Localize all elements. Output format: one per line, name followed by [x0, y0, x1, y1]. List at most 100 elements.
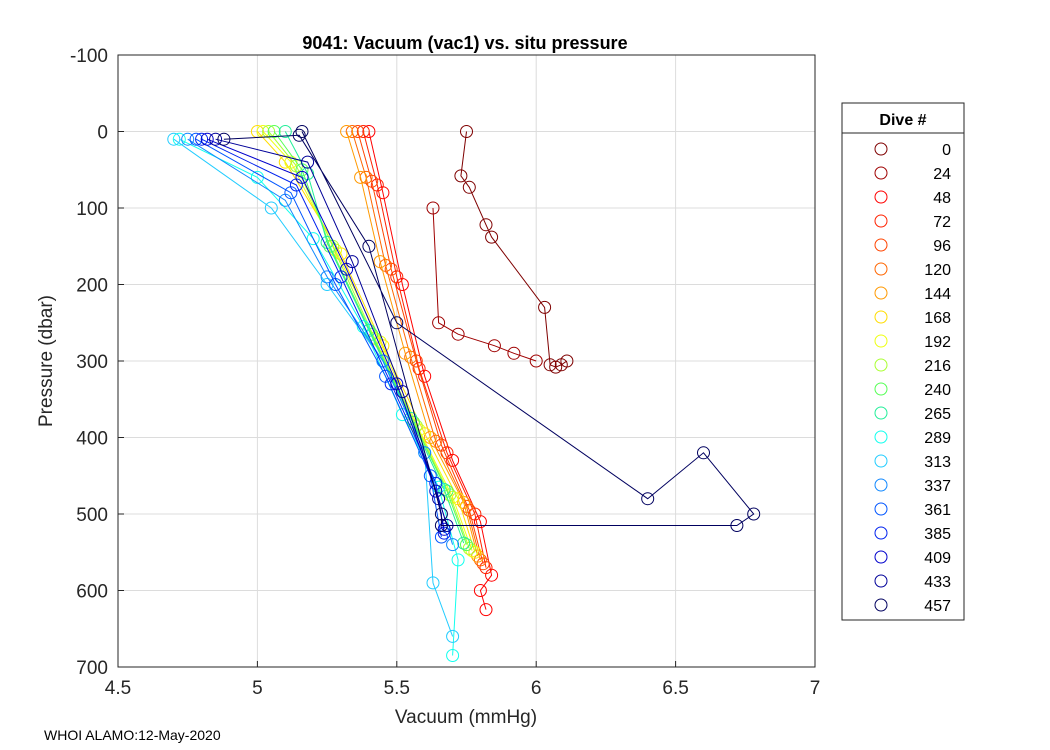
data-point: [217, 132, 231, 146]
legend-marker: [874, 286, 888, 300]
y-tick-label: 700: [76, 658, 108, 679]
legend-title: Dive #: [879, 112, 926, 129]
legend-entry: 313: [874, 454, 951, 471]
data-series: [167, 125, 761, 662]
legend-marker: [874, 262, 888, 276]
data-point: [454, 169, 468, 183]
data-point: [351, 125, 365, 138]
legend-marker: [874, 598, 888, 612]
data-point: [306, 232, 320, 246]
data-point: [543, 358, 557, 372]
data-point: [446, 629, 460, 643]
legend-entry: 265: [874, 406, 951, 423]
data-point: [398, 346, 412, 360]
data-point: [462, 180, 476, 194]
data-point: [390, 316, 404, 330]
y-tick-label: 400: [76, 429, 108, 450]
legend-marker: [874, 454, 888, 468]
axis-ticks: 4.5 5 5.5 6 6.5 7 -100 0 100 200 300 400 500 600 700: [70, 46, 820, 699]
data-point: [426, 201, 440, 215]
series-240: [267, 125, 473, 552]
legend-label: 409: [924, 550, 951, 567]
legend-entry: 144: [874, 286, 951, 303]
series-457: [217, 125, 761, 532]
legend-entry: 289: [874, 430, 951, 447]
data-point: [356, 125, 370, 138]
data-point: [301, 155, 315, 169]
legend-label: 240: [924, 382, 951, 399]
series-line: [432, 207, 537, 362]
data-point: [457, 536, 471, 550]
legend-entry: 48: [874, 190, 951, 207]
chart-title: 9041: Vacuum (vac1) vs. situ pressure: [302, 33, 627, 53]
x-tick-label: 5.5: [384, 678, 410, 699]
x-tick-label: 4.5: [105, 678, 131, 699]
data-point: [340, 125, 354, 138]
legend-label: 96: [933, 238, 951, 255]
legend-label: 289: [924, 430, 951, 447]
data-point: [354, 170, 368, 184]
data-point: [200, 132, 214, 146]
legend-label: 313: [924, 454, 951, 471]
legend-marker: [874, 334, 888, 348]
legend-entry: 24: [874, 166, 951, 183]
legend-entry: 385: [874, 526, 951, 543]
y-tick-label: 300: [76, 352, 108, 373]
y-tick-label: 100: [76, 199, 108, 220]
data-point: [487, 339, 501, 353]
legend-entry: 216: [874, 358, 951, 375]
data-point: [426, 576, 440, 590]
legend-entry: 457: [874, 598, 951, 615]
data-point: [730, 519, 744, 532]
legend-box: [841, 102, 965, 621]
data-point: [412, 362, 426, 376]
data-point: [167, 132, 181, 146]
data-point: [295, 125, 309, 138]
legend-marker: [874, 358, 888, 372]
data-point: [320, 270, 334, 284]
legend-marker: [874, 190, 888, 204]
y-tick-label: 600: [76, 582, 108, 603]
legend-marker: [874, 502, 888, 516]
legend: Dive # 0 24 48 72 96 120 144 168 192 216 240 265 289…: [841, 102, 965, 621]
series-144: [340, 125, 485, 563]
data-point: [460, 125, 473, 138]
y-tick-label: 0: [97, 123, 108, 144]
legend-label: 120: [924, 262, 951, 279]
data-point: [295, 170, 309, 184]
legend-entry: 409: [874, 550, 951, 567]
data-point: [451, 327, 465, 341]
data-point: [437, 522, 451, 536]
legend-entry: 72: [874, 214, 951, 231]
y-axis-label: Pressure (dbar): [36, 295, 57, 427]
legend-entry: 192: [874, 334, 951, 351]
legend-marker: [874, 238, 888, 252]
legend-marker: [874, 166, 888, 180]
series-24: [426, 201, 543, 368]
legend-marker: [874, 142, 888, 156]
x-tick-label: 7: [810, 678, 821, 699]
data-point: [429, 484, 443, 498]
series-line: [357, 131, 484, 564]
series-line: [268, 131, 470, 549]
legend-marker: [874, 430, 888, 444]
data-point: [451, 553, 465, 567]
legend-marker: [874, 478, 888, 492]
legend-entry: 240: [874, 382, 951, 399]
data-point: [264, 201, 278, 215]
data-point: [172, 132, 186, 146]
legend-marker: [874, 574, 888, 588]
legend-entry: 337: [874, 478, 951, 495]
legend-label: 337: [924, 478, 951, 495]
data-point: [434, 519, 448, 532]
legend-label: 265: [924, 406, 951, 423]
x-tick-label: 6.5: [662, 678, 688, 699]
data-point: [538, 300, 552, 314]
data-point: [507, 346, 521, 360]
legend-entry: 120: [874, 262, 951, 279]
legend-marker: [874, 526, 888, 540]
legend-entries: 0 24 48 72 96 120 144 168 192 216 240 265 289 313 337 3…: [874, 142, 951, 615]
series-line: [215, 138, 448, 526]
data-point: [529, 354, 543, 368]
